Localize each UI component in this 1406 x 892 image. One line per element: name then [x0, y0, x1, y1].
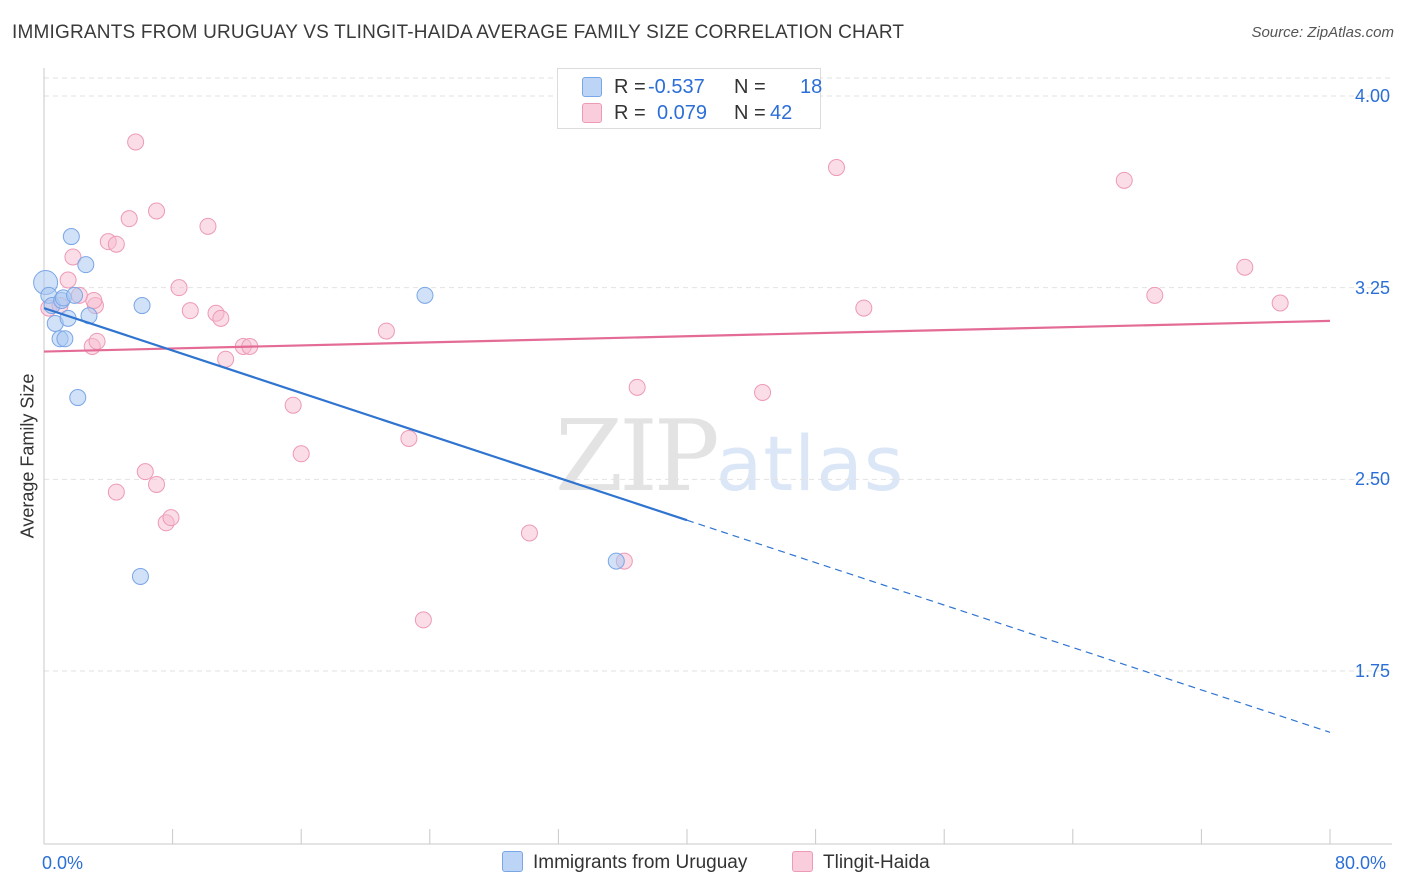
point-tlingit-25: [284, 396, 302, 414]
point-tlingit-9: [107, 483, 125, 501]
point-tlingit-32: [628, 378, 646, 396]
y-tick-label-4.00: 4.00: [1355, 86, 1391, 106]
legend-r-label: R =: [614, 102, 646, 124]
legend-r-value-uruguay: -0.537: [648, 76, 705, 98]
point-tlingit-21: [212, 309, 230, 327]
point-tlingit-8: [107, 235, 125, 253]
bottom-legend-label-uruguay: Immigrants from Uruguay: [533, 852, 748, 873]
point-tlingit-17: [170, 279, 188, 297]
point-uruguay-12: [77, 256, 95, 274]
point-uruguay-10: [66, 286, 84, 304]
point-tlingit-6: [88, 332, 106, 350]
legend-r-label: R =: [614, 76, 646, 98]
point-tlingit-26: [292, 445, 310, 463]
point-tlingit-37: [1146, 286, 1164, 304]
point-tlingit-19: [199, 217, 217, 235]
x-tick-label-max: 80.0%: [1335, 853, 1387, 873]
bottom-legend-label-tlingit: Tlingit-Haida: [823, 852, 930, 873]
point-uruguay-17: [607, 552, 625, 570]
legend-row-uruguay: R = -0.537 N = 18: [582, 75, 822, 101]
trend-line-tlingit: [43, 319, 1331, 353]
legend-n-label: N =: [734, 102, 766, 124]
y-tick-label-3.25: 3.25: [1355, 278, 1391, 298]
point-tlingit-28: [400, 429, 418, 447]
point-tlingit-40: [85, 291, 103, 309]
x-tick-label-min: 0.0%: [42, 853, 84, 873]
legend-row-tlingit: R = 0.079 N = 42: [582, 101, 792, 127]
point-tlingit-12: [136, 463, 154, 481]
point-tlingit-16: [162, 509, 180, 527]
point-tlingit-29: [414, 611, 432, 629]
legend-n-label: N =: [734, 76, 766, 98]
point-tlingit-38: [1236, 258, 1254, 276]
point-tlingit-18: [181, 302, 199, 320]
point-tlingit-34: [827, 159, 845, 177]
y-axis-title: Average Family Size: [17, 373, 38, 539]
trend-line-uruguay-extrapolated: [686, 519, 1331, 733]
legend-n-value-tlingit: 42: [770, 102, 793, 124]
point-tlingit-14: [148, 475, 166, 493]
y-tick-label-2.50: 2.50: [1355, 469, 1391, 489]
legend-swatch-blue: [582, 76, 602, 97]
point-tlingit-22: [217, 350, 235, 368]
source-label: Source: ZipAtlas.com: [1251, 24, 1394, 41]
point-tlingit-27: [377, 322, 395, 340]
point-tlingit-11: [127, 133, 145, 151]
correlation-legend: R = -0.537 N = 18 R = 0.079 N = 42: [557, 68, 822, 129]
point-tlingit-30: [520, 524, 538, 542]
point-uruguay-7: [56, 330, 74, 348]
chart-title: IMMIGRANTS FROM URUGUAY VS TLINGIT-HAIDA…: [12, 22, 905, 43]
point-uruguay-16: [416, 286, 434, 304]
bottom-legend-swatch-blue: [502, 851, 523, 872]
point-tlingit-10: [120, 210, 138, 228]
legend-swatch-pink: [582, 102, 602, 123]
point-uruguay-15: [131, 567, 149, 585]
y-tick-label-1.75: 1.75: [1355, 661, 1391, 681]
bottom-legend-tlingit: Tlingit-Haida: [792, 851, 930, 874]
point-tlingit-13: [148, 202, 166, 220]
point-tlingit-3: [64, 248, 82, 266]
bottom-legend-swatch-pink: [792, 851, 813, 872]
legend-n-value-uruguay: 18: [800, 76, 823, 98]
legend-r-value-tlingit: 0.079: [657, 102, 708, 124]
point-tlingit-36: [1115, 171, 1133, 189]
point-tlingit-33: [754, 383, 772, 401]
point-uruguay-14: [133, 297, 151, 315]
point-tlingit-35: [855, 299, 873, 317]
point-tlingit-2: [59, 271, 77, 289]
point-uruguay-11: [69, 389, 87, 407]
trend-line-uruguay: [43, 307, 688, 522]
point-uruguay-9: [62, 228, 80, 246]
point-tlingit-39: [1271, 294, 1289, 312]
bottom-legend-uruguay: Immigrants from Uruguay: [502, 851, 747, 874]
